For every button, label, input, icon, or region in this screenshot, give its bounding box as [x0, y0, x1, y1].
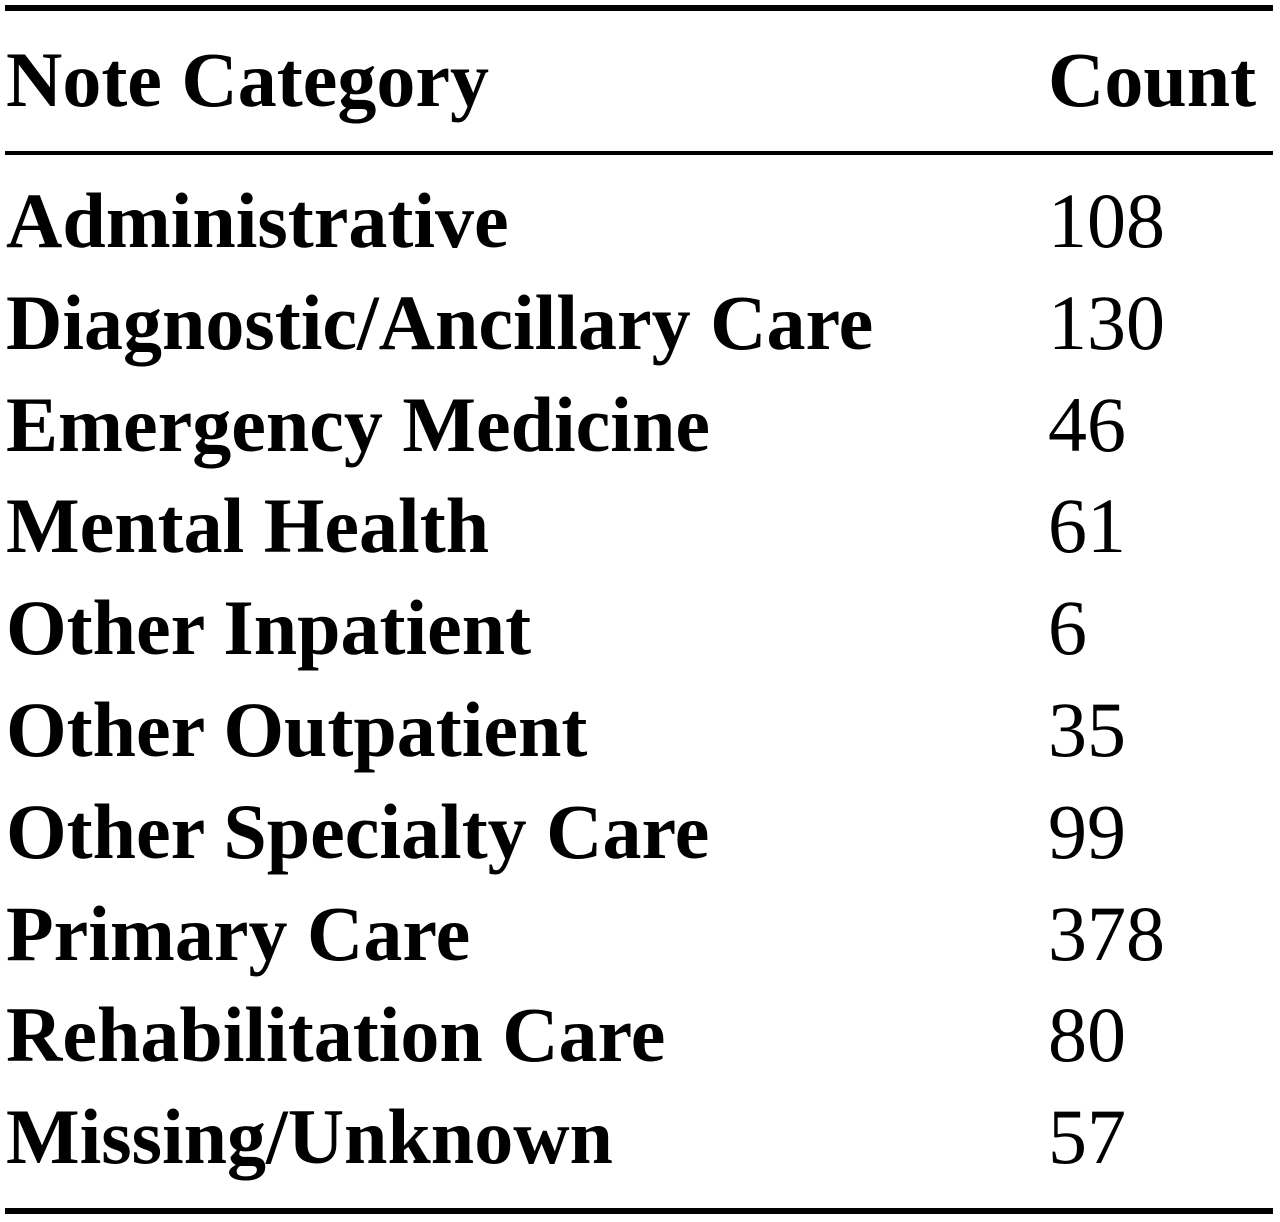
table-row: Other Outpatient 35 [0, 680, 1280, 782]
table-top-rule [5, 5, 1273, 11]
count-cell: 99 [1048, 787, 1126, 875]
count-cell: 378 [1048, 889, 1165, 977]
count-cell: 57 [1048, 1093, 1126, 1181]
count-cell: 130 [1048, 278, 1165, 366]
category-cell: Administrative [6, 177, 509, 264]
category-cell: Diagnostic/Ancillary Care [6, 278, 874, 366]
category-cell: Mental Health [6, 482, 490, 570]
count-cell: 46 [1048, 380, 1126, 468]
table-row: Mental Health 61 [0, 476, 1280, 578]
category-cell: Other Outpatient [6, 685, 588, 773]
count-cell: 35 [1048, 685, 1126, 773]
table-row: Administrative 108 [0, 171, 1280, 273]
count-cell: 6 [1048, 584, 1087, 672]
table-row: Other Specialty Care 99 [0, 782, 1280, 884]
category-cell: Rehabilitation Care [6, 991, 666, 1079]
table-row: Missing/Unknown 57 [0, 1087, 1280, 1189]
category-cell: Primary Care [6, 889, 471, 977]
category-cell: Missing/Unknown [6, 1093, 613, 1181]
table-row: Rehabilitation Care 80 [0, 985, 1280, 1087]
count-cell: 80 [1048, 991, 1126, 1079]
table-row: Diagnostic/Ancillary Care 130 [0, 273, 1280, 375]
table-bottom-rule [5, 1208, 1273, 1214]
table-row: Primary Care 378 [0, 884, 1280, 986]
count-cell: 108 [1048, 177, 1165, 264]
category-cell: Other Inpatient [6, 584, 532, 672]
count-cell: 61 [1048, 482, 1126, 570]
table-row: Emergency Medicine 46 [0, 375, 1280, 477]
header-count: Count [1048, 36, 1257, 123]
category-cell: Emergency Medicine [6, 380, 710, 468]
table-row: Other Inpatient 6 [0, 578, 1280, 680]
header-note-category: Note Category [6, 36, 489, 123]
category-cell: Other Specialty Care [6, 787, 710, 875]
table-header-rule [5, 151, 1273, 155]
table-body: Administrative 108 Diagnostic/Ancillary … [0, 171, 1280, 1189]
